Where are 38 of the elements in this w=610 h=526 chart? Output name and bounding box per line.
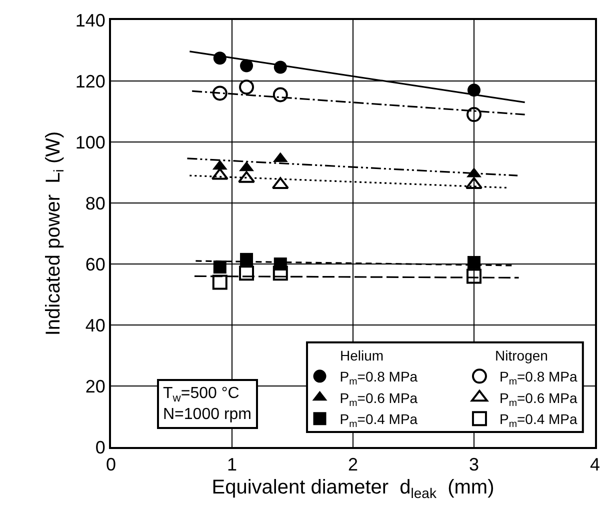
point bbox=[468, 256, 480, 269]
y-tick-label: 120 bbox=[75, 71, 106, 92]
point bbox=[274, 60, 287, 74]
point bbox=[239, 266, 254, 281]
point bbox=[239, 80, 254, 95]
annotation: Nitrogen bbox=[495, 348, 548, 364]
point bbox=[212, 274, 228, 290]
legend-label: P$_{m}$=0.6 MPa bbox=[340, 390, 418, 409]
point bbox=[466, 107, 482, 122]
point bbox=[468, 84, 480, 97]
point bbox=[240, 59, 254, 72]
point bbox=[240, 252, 254, 266]
legend-label: P$_{m}$=0.8 MPa bbox=[340, 368, 418, 388]
point bbox=[213, 52, 226, 65]
y-tick-label: 0 bbox=[95, 437, 106, 458]
x-tick-label: 2 bbox=[348, 454, 358, 475]
y-tick-label: 20 bbox=[85, 376, 106, 396]
y-tick-label: 80 bbox=[85, 193, 106, 214]
y-tick-label: 60 bbox=[85, 254, 106, 274]
y-tick-label: 40 bbox=[85, 315, 106, 336]
annotation: N=1000 rpm bbox=[163, 406, 252, 423]
x-tick-label: 3 bbox=[468, 454, 480, 475]
legend-label: P$_{m}$=0.6 MPa bbox=[499, 390, 578, 409]
annotation: Helium bbox=[340, 348, 384, 364]
point bbox=[212, 86, 228, 101]
x-axis-title: Equivalent diameter d$_{leak}$ (mm) bbox=[212, 476, 494, 501]
y-tick-label: 100 bbox=[75, 132, 106, 152]
x-tick-label: 1 bbox=[226, 454, 238, 475]
point bbox=[466, 268, 482, 284]
legend-label: P$_{m}$=0.4 MPa bbox=[340, 411, 418, 430]
legend-label: P$_{m}$=0.8 MPa bbox=[499, 368, 578, 388]
annotation: T$_{w}$=500 °C bbox=[163, 385, 240, 404]
x-tick-label: 4 bbox=[590, 454, 600, 475]
point bbox=[272, 87, 288, 102]
y-tick-label: 140 bbox=[75, 10, 106, 30]
point bbox=[213, 260, 226, 274]
point bbox=[272, 266, 288, 281]
legend-label: P$_{m}$=0.4 MPa bbox=[499, 411, 578, 430]
